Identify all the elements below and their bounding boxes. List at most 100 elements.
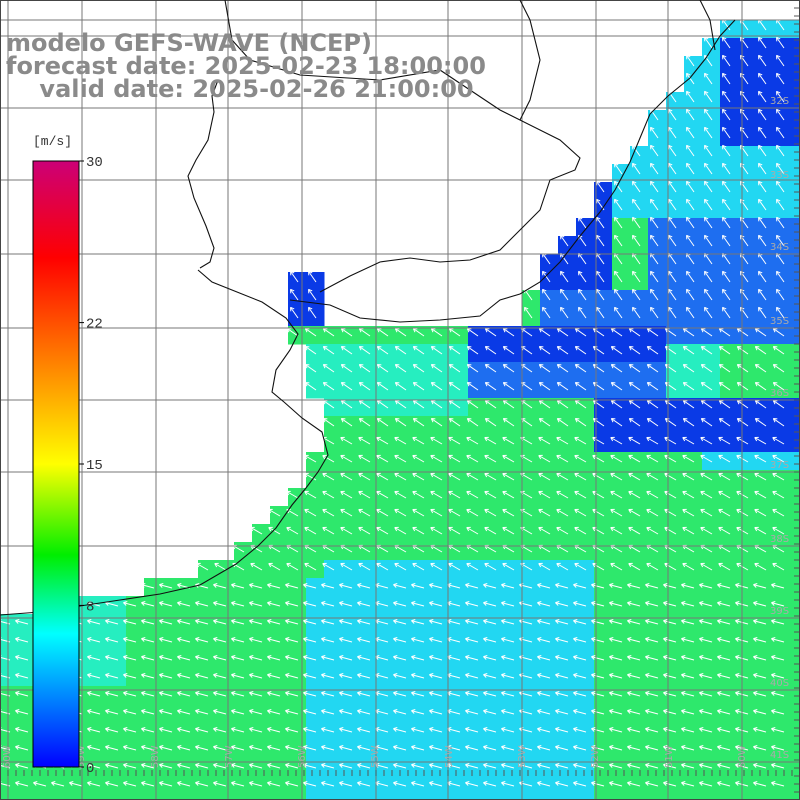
wind-arrow (681, 763, 695, 769)
wind-speed-cell (90, 776, 109, 795)
wind-arrow (628, 328, 641, 337)
wind-arrow (285, 763, 299, 769)
wind-speed-cell (702, 632, 721, 651)
wind-arrow (772, 328, 785, 337)
wind-speed-cell (630, 776, 649, 795)
wind-speed-cell (288, 686, 307, 705)
wind-arrow (556, 526, 569, 535)
wind-arrow (141, 745, 155, 751)
wind-speed-cell (540, 686, 559, 705)
wind-arrow (704, 162, 713, 175)
wind-arrow (465, 619, 479, 625)
wind-arrow (718, 364, 731, 373)
wind-arrow (213, 763, 227, 769)
wind-arrow (448, 454, 461, 463)
wind-arrow (321, 727, 335, 733)
wind-speed-cell (216, 632, 235, 651)
wind-speed-cell (666, 596, 685, 615)
wind-speed-cell (720, 578, 739, 597)
wind-speed-cell (630, 758, 649, 777)
wind-arrow (430, 328, 443, 337)
wind-speed-cell (486, 686, 505, 705)
wind-arrow (411, 709, 425, 715)
wind-speed-cell (522, 740, 541, 759)
wind-speed-cell (324, 722, 343, 741)
wind-speed-cell (648, 794, 667, 800)
wind-arrow (340, 508, 353, 517)
wind-arrow (141, 673, 155, 679)
wind-speed-cell (720, 758, 739, 777)
wind-arrow (754, 328, 767, 337)
wind-speed-cell (414, 686, 433, 705)
wind-arrow (358, 364, 371, 373)
wind-speed-cell (342, 650, 361, 669)
wind-arrow (771, 727, 785, 733)
colorbar-gradient (32, 160, 80, 768)
wind-speed-cell (738, 650, 757, 669)
wind-arrow (700, 472, 713, 481)
wind-arrow (380, 306, 389, 319)
wind-arrow (483, 745, 497, 751)
wind-arrow (704, 198, 713, 211)
wind-arrow (434, 306, 443, 319)
wind-arrow (645, 583, 659, 589)
wind-arrow (416, 306, 425, 319)
wind-speed-cell (198, 794, 217, 800)
wind-arrow (681, 655, 695, 661)
wind-arrow (772, 346, 785, 355)
wind-arrow (722, 162, 731, 175)
wind-arrow (614, 234, 623, 247)
wind-speed-cell (504, 704, 523, 723)
wind-speed-cell (558, 668, 577, 687)
wind-arrow (339, 583, 353, 589)
wind-arrow (555, 619, 569, 625)
wind-arrow (686, 270, 695, 283)
wind-arrow (304, 562, 317, 571)
wind-speed-cell (612, 632, 631, 651)
wind-speed-cell (90, 650, 109, 669)
wind-arrow (376, 526, 389, 535)
wind-arrow (699, 691, 713, 697)
wind-arrow (357, 709, 371, 715)
wind-speed-cell (216, 578, 235, 597)
wind-arrow (267, 673, 281, 679)
latitude-label: 33S (770, 170, 789, 181)
wind-arrow (758, 144, 767, 157)
wind-speed-cell (558, 704, 577, 723)
wind-arrow (429, 763, 443, 769)
wind-speed-cell (432, 578, 451, 597)
wind-speed-cell (738, 794, 757, 800)
wind-speed-cell (342, 578, 361, 597)
wind-arrow (754, 346, 767, 355)
wind-arrow (501, 745, 515, 751)
wind-speed-cell (612, 722, 631, 741)
wind-arrow (722, 126, 731, 139)
wind-arrow (592, 346, 605, 355)
wind-speed-cell (666, 794, 685, 800)
wind-speed-cell (756, 794, 775, 800)
wind-arrow (304, 508, 317, 517)
wind-speed-cell (198, 776, 217, 795)
wind-speed-cell (360, 668, 379, 687)
wind-speed-cell (504, 614, 523, 633)
wind-arrow (466, 526, 479, 535)
wind-arrow (560, 234, 569, 247)
wind-arrow (322, 454, 335, 463)
wind-speed-cell (486, 668, 505, 687)
wind-arrow (645, 709, 659, 715)
wind-arrow (646, 382, 659, 391)
wind-arrow (573, 673, 587, 679)
wind-arrow (627, 637, 641, 643)
wind-speed-cell (666, 578, 685, 597)
wind-speed-cell (630, 740, 649, 759)
wind-speed-cell (648, 686, 667, 705)
wind-arrow (484, 490, 497, 499)
wind-speed-cell (504, 776, 523, 795)
wind-speed-cell (90, 704, 109, 723)
wind-speed-cell (396, 704, 415, 723)
wind-arrow (596, 234, 605, 247)
wind-arrow (267, 655, 281, 661)
wind-arrow (321, 637, 335, 643)
wind-speed-cell (126, 632, 145, 651)
